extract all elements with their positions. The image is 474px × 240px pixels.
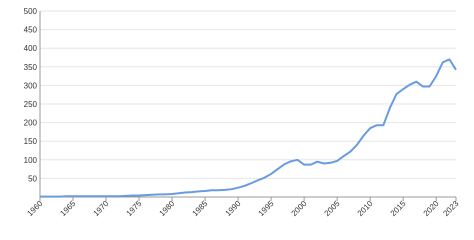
x-tick-label: 2000 xyxy=(290,199,309,218)
y-tick-label: 200 xyxy=(24,119,38,128)
y-tick-label: 400 xyxy=(24,44,38,53)
x-tick-label: 1995 xyxy=(257,199,276,218)
page: {"chart_data": {"type": "line", "x": [19… xyxy=(23,7,461,218)
x-tick-label: 1965 xyxy=(58,199,77,218)
y-tick-label: 350 xyxy=(24,63,38,72)
x-tick-label: 1980 xyxy=(158,199,177,218)
x-tick-label: 1990 xyxy=(224,199,243,218)
chart: 50 100 150 200 250 300 350 400 450 500 1960 1965 197… xyxy=(24,7,461,218)
y-tick-label: 250 xyxy=(24,100,38,109)
y-tick-label: 100 xyxy=(24,156,38,165)
y-tick-label: 450 xyxy=(24,26,38,35)
y-tick-label: 50 xyxy=(28,174,37,183)
data-line xyxy=(40,58,457,198)
x-tick-label: 1975 xyxy=(125,199,144,218)
x-tick-label: 2015 xyxy=(389,199,408,218)
x-tick-label: 2023 xyxy=(441,199,460,218)
x-tick-label: 2005 xyxy=(323,199,342,218)
y-tick-label: 300 xyxy=(24,81,38,90)
x-tick-label: 1985 xyxy=(191,199,210,218)
x-tick-label: 2020 xyxy=(422,199,441,218)
x-tick-label: 2010 xyxy=(356,199,375,218)
x-tick-label: 1970 xyxy=(91,199,110,218)
y-tick-label: 150 xyxy=(24,137,38,146)
y-tick-label: 500 xyxy=(24,7,38,16)
x-tick-label: 1960 xyxy=(25,199,44,218)
